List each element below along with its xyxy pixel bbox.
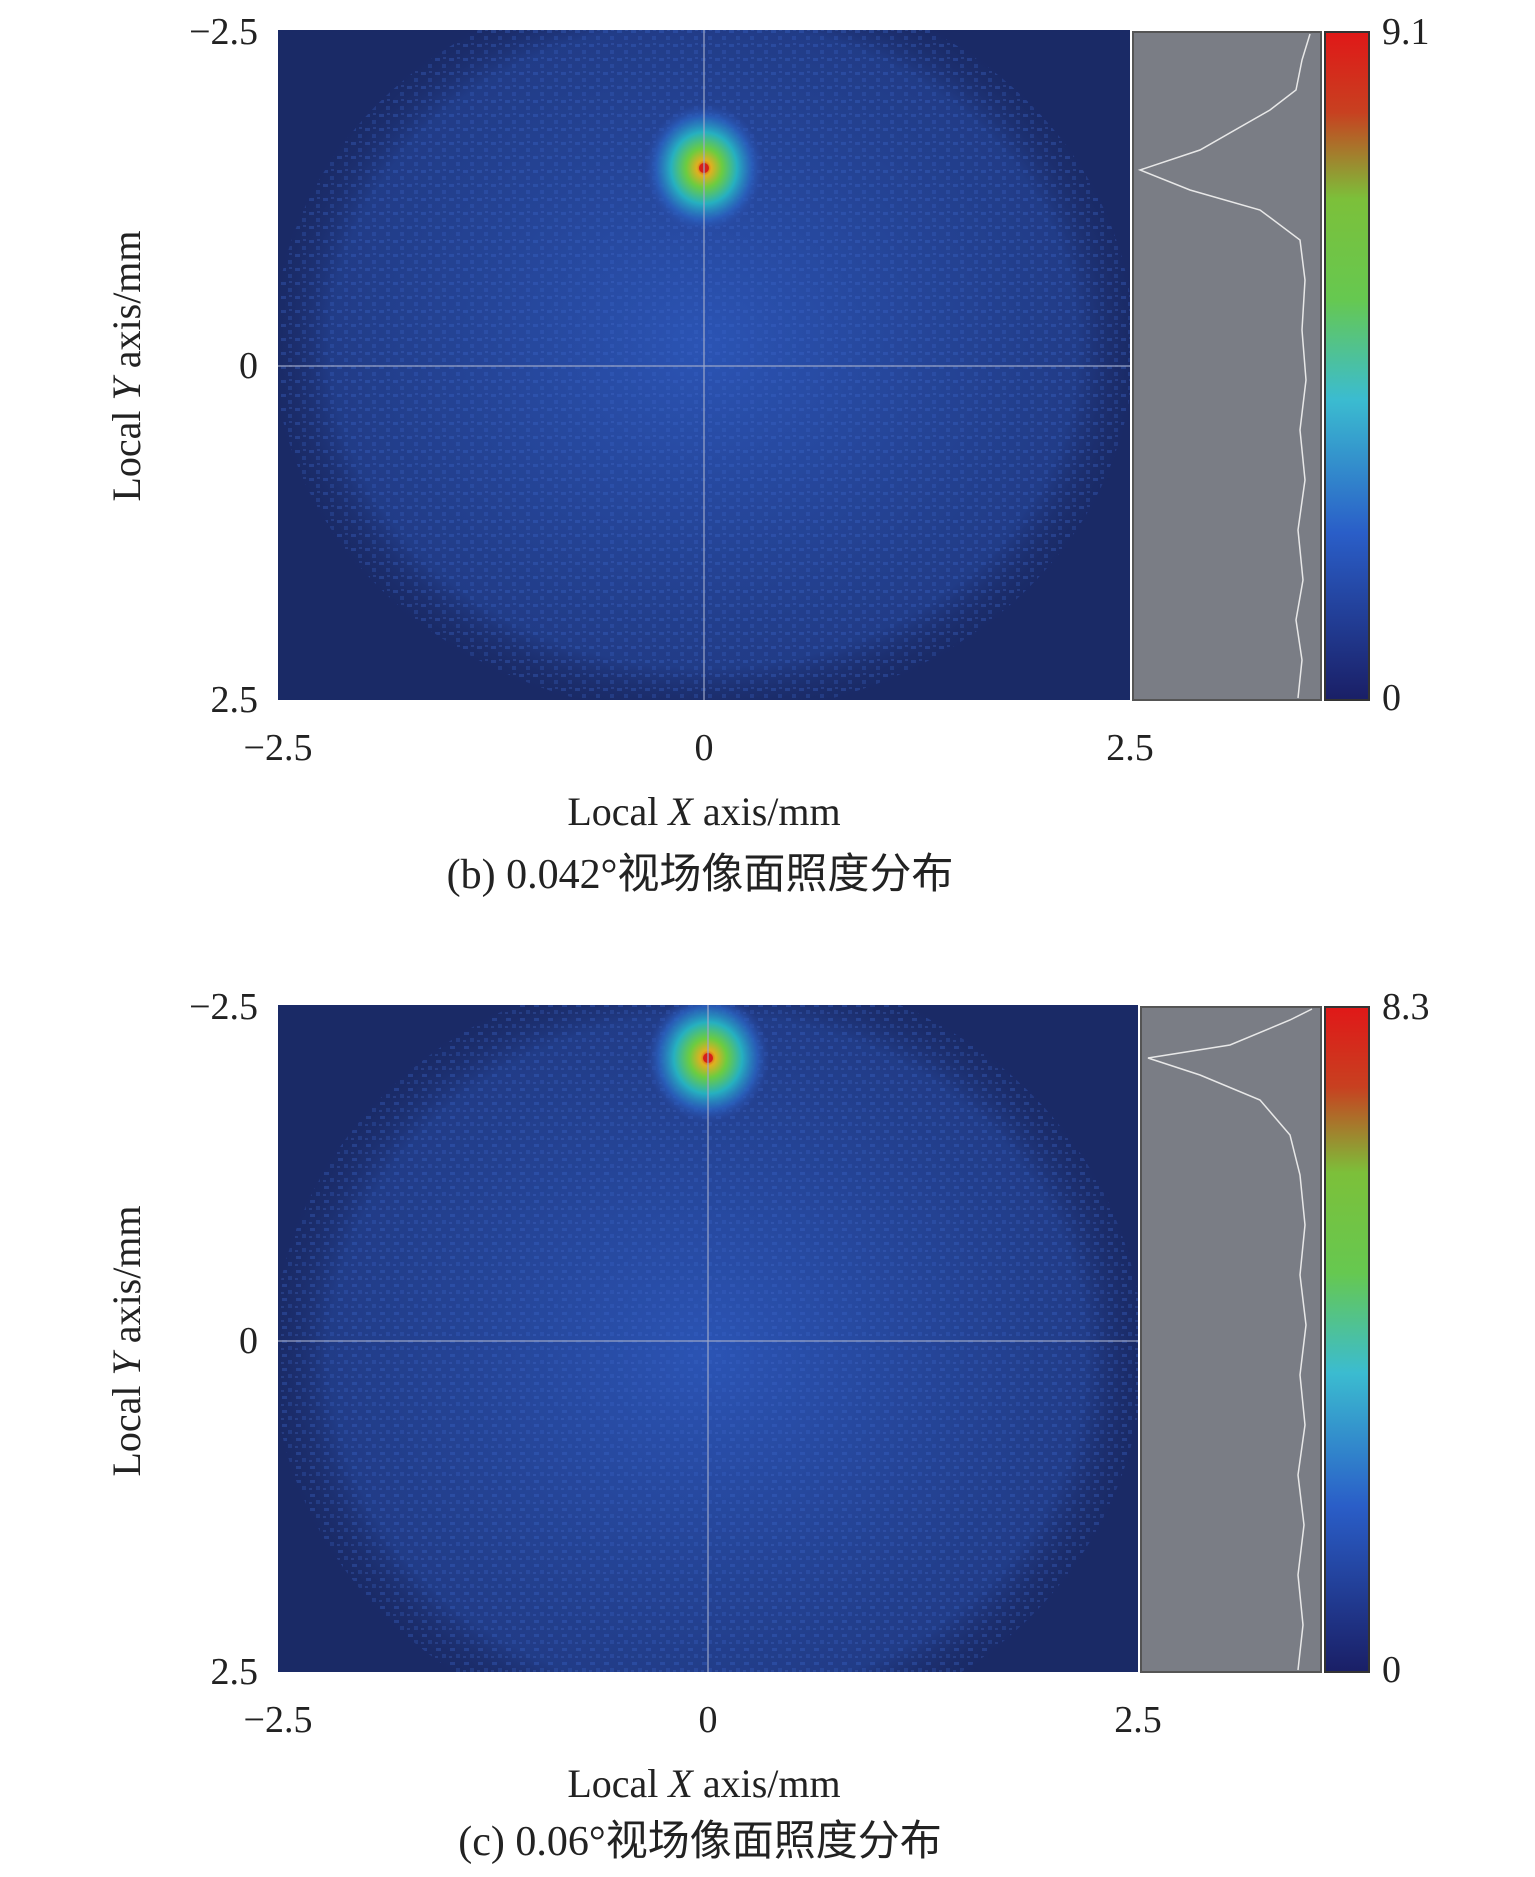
y-tick-label: −2.5	[189, 986, 258, 1028]
x-axis-label: Local X axis/mm	[567, 1761, 840, 1806]
y-tick-label: 2.5	[211, 1651, 259, 1693]
heatmap-chart-c: 8.3 0 −2.5 0 2.5 −2.5 0 2.5 Local X axis…	[104, 986, 1430, 1865]
x-axis-label: Local X axis/mm	[567, 789, 840, 834]
plot-area-c	[278, 1005, 1138, 1672]
heatmap-chart-b: 9.1 0 −2.5 0 2.5 −2.5 0 2.5 Local X axis…	[104, 11, 1430, 898]
y-axis-label: Local Y axis/mm	[104, 230, 149, 501]
colorbar-max-label: 9.1	[1382, 11, 1430, 53]
y-tick-label: −2.5	[189, 11, 258, 53]
x-tick-label: −2.5	[244, 1699, 313, 1741]
profile-panel-b	[1132, 31, 1322, 701]
y-tick-label: 0	[239, 345, 258, 387]
colorbar-gradient	[1324, 1006, 1370, 1673]
colorbar-max-label: 8.3	[1382, 986, 1430, 1028]
colorbar-min-label: 0	[1382, 677, 1401, 719]
profile-background	[1140, 1006, 1322, 1673]
x-tick-label: −2.5	[244, 727, 313, 769]
intensity-profile-line	[1147, 1008, 1313, 1671]
figure-panel-c: 8.3 0 −2.5 0 2.5 −2.5 0 2.5 Local X axis…	[0, 975, 1535, 1872]
colorbar-min-label: 0	[1382, 1649, 1401, 1691]
plot-area-b	[278, 30, 1130, 700]
colorbar-b: 9.1 0	[1324, 11, 1430, 719]
x-tick-label: 0	[699, 1699, 718, 1741]
x-tick-label: 2.5	[1114, 1699, 1162, 1741]
intensity-profile-line	[1137, 33, 1311, 699]
profile-background	[1132, 31, 1322, 701]
y-tick-label: 2.5	[211, 679, 259, 721]
figure-caption: (b) 0.042°视场像面照度分布	[447, 852, 954, 898]
y-tick-label: 0	[239, 1320, 258, 1362]
y-axis-label: Local Y axis/mm	[104, 1205, 149, 1476]
figure-caption: (c) 0.06°视场像面照度分布	[458, 1819, 941, 1865]
x-tick-label: 0	[695, 727, 714, 769]
colorbar-gradient	[1324, 31, 1370, 701]
profile-panel-c	[1140, 1006, 1322, 1673]
figure-panel-b: 9.1 0 −2.5 0 2.5 −2.5 0 2.5 Local X axis…	[0, 0, 1535, 936]
x-tick-label: 2.5	[1106, 727, 1154, 769]
colorbar-c: 8.3 0	[1324, 986, 1430, 1691]
